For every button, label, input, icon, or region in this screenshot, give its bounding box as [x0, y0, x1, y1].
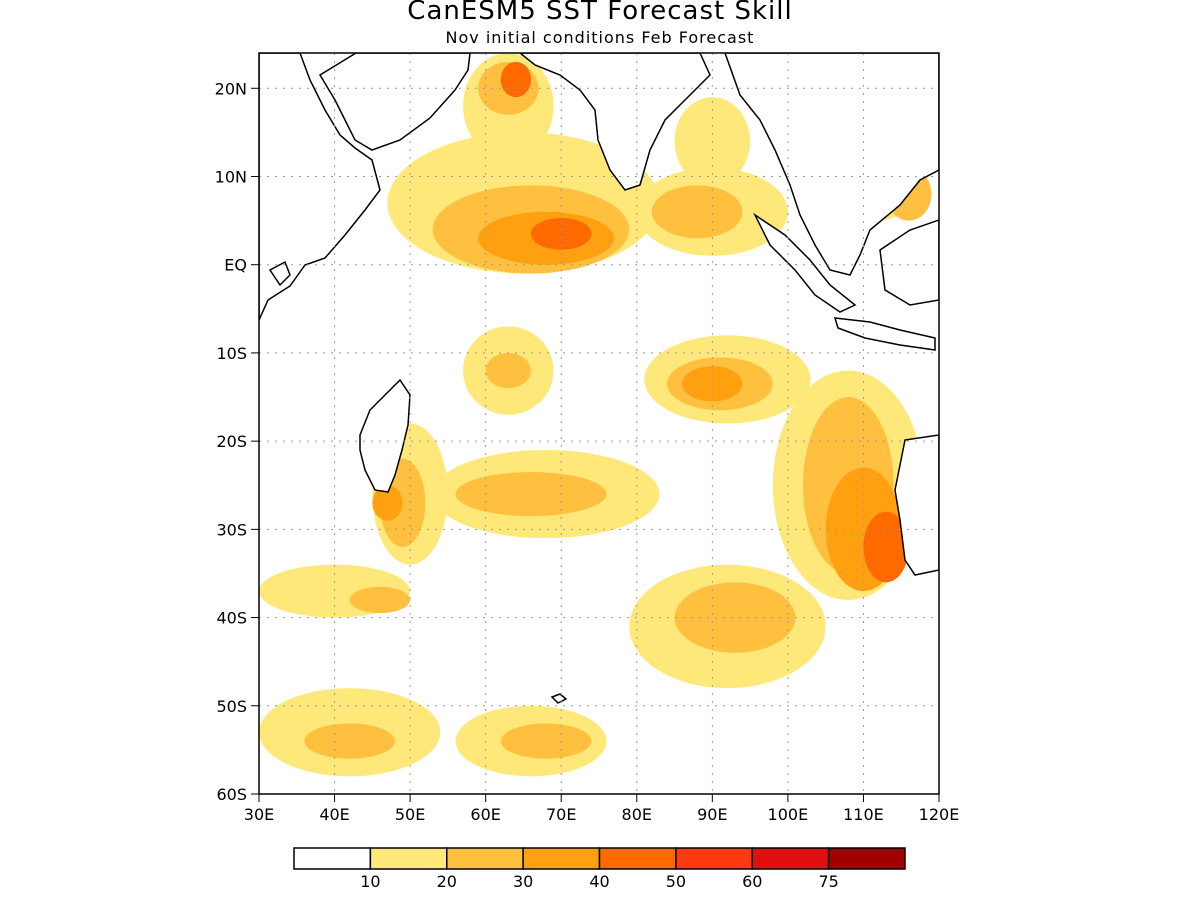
- lon-tick-label: 80E: [622, 805, 652, 824]
- lat-tick-label: 30S: [216, 520, 247, 539]
- coastline-layer: [259, 53, 939, 704]
- skill-region: [500, 723, 592, 759]
- lat-tick-label: 60S: [216, 785, 247, 804]
- borneo-coastline: [879, 219, 939, 306]
- colorbar-swatch: [751, 847, 830, 870]
- lon-tick-label: 40E: [319, 805, 349, 824]
- colorbar-swatch: [446, 847, 524, 870]
- colorbar-swatch: [827, 847, 906, 870]
- map-gridlines: [259, 53, 939, 794]
- colorbar-swatch: [369, 847, 448, 870]
- colorbar-label: 60: [742, 872, 762, 891]
- colorbar-label: 50: [666, 872, 686, 891]
- lon-tick-label: 90E: [697, 805, 727, 824]
- lat-tick-label: 20S: [216, 432, 247, 451]
- sumatra-coastline: [753, 212, 857, 313]
- skill-region: [674, 582, 796, 653]
- kerguelen-island: [550, 693, 568, 704]
- skill-region: [651, 185, 743, 239]
- colorbar-label: 20: [437, 872, 457, 891]
- indochina-coastline: [724, 53, 939, 276]
- lon-tick-label: 30E: [244, 805, 274, 824]
- colorbar-legend: 10 20 30 40 50 60 75: [293, 847, 906, 891]
- skill-region: [500, 61, 531, 98]
- madagascar-west-island: [268, 260, 291, 287]
- skill-region: [485, 352, 531, 389]
- skill-region: [349, 586, 411, 614]
- map-frame: [258, 52, 940, 795]
- africa-coastline: [259, 53, 381, 321]
- lon-tick-label: 120E: [919, 805, 960, 824]
- colorbar-label: 10: [360, 872, 380, 891]
- arabia-coastline: [318, 53, 471, 151]
- skill-region: [455, 472, 607, 517]
- colorbar-swatch: [293, 847, 372, 870]
- lat-tick-label: 10S: [216, 344, 247, 363]
- lat-tick-label: 40S: [216, 609, 247, 628]
- australia-coastline: [894, 434, 939, 576]
- map-title: CanESM5 SST Forecast Skill: [407, 0, 793, 26]
- lon-tick-label: 50E: [395, 805, 425, 824]
- lon-tick-label: 70E: [546, 805, 576, 824]
- colorbar-label: 30: [513, 872, 533, 891]
- skill-region: [531, 217, 592, 250]
- colorbar-swatch: [675, 847, 753, 870]
- skill-region: [863, 511, 909, 583]
- madagascar-coastline: [359, 378, 411, 493]
- india-coastline: [518, 53, 711, 191]
- skill-region: [682, 366, 743, 402]
- lat-tick-label: 50S: [216, 697, 247, 716]
- skill-region: [372, 485, 403, 521]
- skill-region: [304, 723, 395, 759]
- colorbar-label: 75: [818, 872, 838, 891]
- lat-tick-label: 20N: [215, 79, 247, 98]
- map-subtitle: Nov initial conditions Feb Forecast: [445, 28, 755, 47]
- latitude-labels: 20N 10N EQ 10S 20S 30S 40S 50S 60S: [215, 79, 259, 804]
- lat-tick-label: EQ: [224, 256, 247, 275]
- lon-tick-label: 100E: [768, 805, 809, 824]
- lat-tick-label: 10N: [215, 168, 247, 187]
- colorbar-swatch: [522, 847, 601, 870]
- lon-tick-label: 60E: [470, 805, 500, 824]
- longitude-labels: 30E 40E 50E 60E 70E 80E 90E 100E 110E 120E: [244, 794, 960, 824]
- lon-tick-label: 110E: [843, 805, 884, 824]
- colorbar-swatch: [598, 847, 677, 870]
- colorbar-label: 40: [589, 872, 609, 891]
- java-coastline: [833, 317, 936, 351]
